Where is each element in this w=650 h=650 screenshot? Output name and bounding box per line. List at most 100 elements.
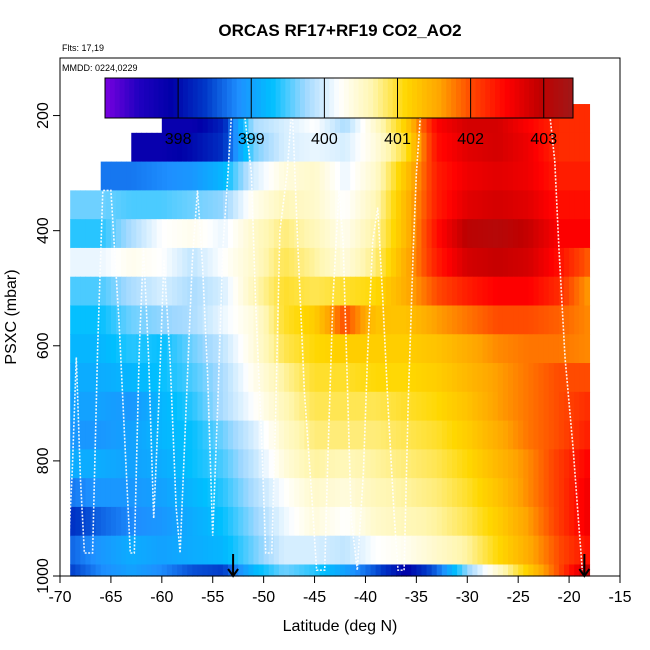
heatmap-cell (166, 161, 173, 191)
heatmap-cell (80, 305, 87, 335)
heatmap-cell (523, 219, 529, 249)
heatmap-cell (497, 247, 504, 278)
colorbar-segment (490, 78, 496, 118)
heatmap-cell (95, 363, 102, 393)
heatmap-cell (319, 190, 326, 220)
heatmap-cell (462, 247, 468, 278)
heatmap-cell (350, 363, 356, 393)
heatmap-cell (228, 535, 234, 566)
heatmap-cell (558, 190, 565, 220)
heatmap-cell (579, 535, 585, 566)
heatmap-cell (523, 535, 529, 566)
heatmap-cell (136, 449, 143, 479)
colorbar-segment (231, 78, 238, 118)
heatmap-cell (558, 247, 565, 278)
heatmap-cell (319, 219, 326, 249)
heatmap-cell (513, 449, 519, 479)
heatmap-cell (126, 535, 132, 566)
heatmap-cell (284, 420, 290, 450)
heatmap-cell (284, 161, 290, 191)
heatmap-cell (365, 305, 372, 335)
heatmap-cell (207, 104, 214, 134)
colorbar-segment (358, 78, 364, 118)
heatmap-cell (492, 276, 499, 307)
heatmap-cell (574, 449, 580, 479)
heatmap-cell (502, 535, 509, 566)
heatmap-cell (401, 391, 407, 422)
heatmap-cell (564, 132, 570, 163)
heatmap-cell (105, 219, 112, 249)
heatmap-cell (533, 420, 540, 450)
flights-annotation: Flts: 17,19 (62, 43, 104, 53)
heatmap-cell (294, 449, 300, 479)
heatmap-cell (110, 391, 117, 422)
heatmap-cell (411, 564, 417, 577)
heatmap-cell (467, 276, 473, 307)
heatmap-cell (370, 449, 377, 479)
heatmap-cell (548, 478, 555, 508)
heatmap-cell (497, 104, 504, 134)
heatmap-cell (553, 104, 560, 134)
heatmap-cell (360, 190, 367, 220)
heatmap-cell (355, 420, 361, 450)
heatmap-cell (350, 506, 356, 537)
heatmap-cell (497, 132, 504, 163)
heatmap-cell (360, 391, 367, 422)
heatmap-cell (319, 305, 326, 335)
heatmap-cell (197, 535, 204, 566)
colorbar-segment (285, 78, 291, 118)
plot-frame (59, 57, 621, 577)
heatmap-cell (533, 132, 540, 163)
heatmap-cell (334, 420, 341, 450)
heatmap-cell (553, 219, 560, 249)
heatmap-cell (523, 276, 529, 307)
heatmap-cell (238, 276, 244, 307)
heatmap-cell (95, 219, 102, 249)
heatmap-cell (304, 391, 311, 422)
heatmap-cell (446, 391, 453, 422)
heatmap-cell (85, 478, 92, 508)
heatmap-cell (100, 449, 107, 479)
heatmap-cell (202, 564, 209, 577)
heatmap-cell (197, 506, 204, 537)
heatmap-cell (482, 535, 489, 566)
heatmap-cell (574, 276, 580, 307)
heatmap-cell (248, 478, 255, 508)
heatmap-cell (110, 420, 117, 450)
heatmap-cell (161, 535, 168, 566)
heatmap-cell (401, 535, 407, 566)
heatmap-cell (100, 506, 107, 537)
heatmap-cell (253, 506, 260, 537)
heatmap-cell (131, 363, 137, 393)
heatmap-cell (548, 104, 555, 134)
heatmap-cell (314, 391, 321, 422)
heatmap-cell (187, 190, 193, 220)
colorbar-segment (480, 78, 486, 118)
heatmap-cell (355, 506, 361, 537)
colorbar-segment (105, 78, 111, 118)
heatmap-cell (401, 420, 407, 450)
colorbar-segment (553, 78, 559, 118)
heatmap-cell (309, 305, 316, 335)
heatmap-cell (497, 305, 504, 335)
heatmap-cell (238, 478, 244, 508)
heatmap-cell (238, 363, 244, 393)
heatmap-cell (243, 219, 249, 249)
heatmap-cell (431, 478, 438, 508)
heatmap-cell (121, 190, 127, 220)
y-tick-label: 600 (35, 332, 52, 359)
heatmap-cell (375, 247, 382, 278)
heatmap-cell (126, 564, 132, 577)
heatmap-cell (472, 391, 479, 422)
heatmap-cell (390, 247, 397, 278)
heatmap-cell (345, 190, 351, 220)
heatmap-cell (146, 334, 153, 364)
heatmap-cell (553, 276, 560, 307)
heatmap-cell (146, 506, 153, 537)
heatmap-cell (192, 391, 199, 422)
heatmap-cell (518, 334, 524, 364)
heatmap-cell (299, 219, 305, 249)
heatmap-cell (172, 506, 178, 537)
heatmap-cell (558, 420, 565, 450)
heatmap-cell (100, 305, 107, 335)
